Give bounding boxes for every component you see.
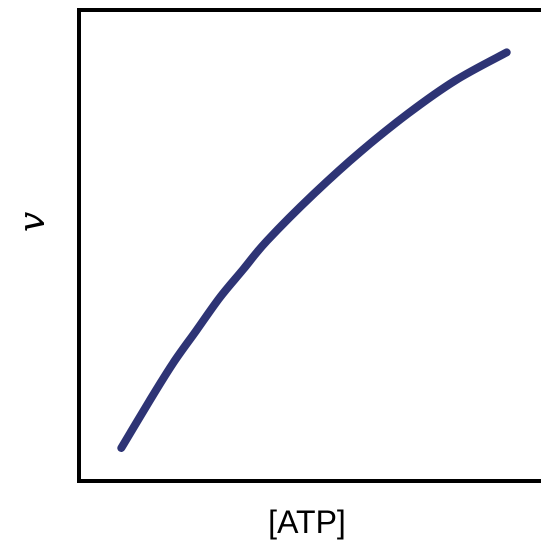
- plot-frame: [77, 8, 541, 483]
- series-line-0: [117, 48, 511, 452]
- y-axis-label: v: [12, 212, 53, 232]
- x-axis-label: [ATP]: [268, 504, 346, 540]
- series-layer: [117, 48, 511, 452]
